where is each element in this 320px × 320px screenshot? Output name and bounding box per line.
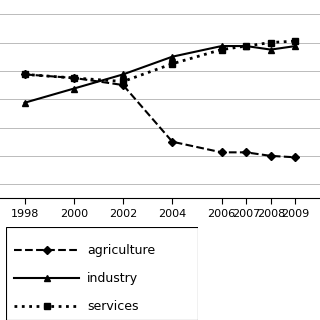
Text: 2000: 2000: [60, 209, 88, 219]
Text: 2007: 2007: [232, 209, 260, 219]
FancyBboxPatch shape: [6, 227, 198, 320]
Text: 2004: 2004: [158, 209, 187, 219]
Text: 2006: 2006: [207, 209, 236, 219]
Text: 2002: 2002: [109, 209, 137, 219]
Text: agriculture: agriculture: [87, 244, 155, 257]
Text: industry: industry: [87, 272, 138, 285]
Text: 2008: 2008: [257, 209, 285, 219]
Text: services: services: [87, 300, 139, 313]
Text: 1998: 1998: [11, 209, 39, 219]
Text: 2009: 2009: [281, 209, 309, 219]
